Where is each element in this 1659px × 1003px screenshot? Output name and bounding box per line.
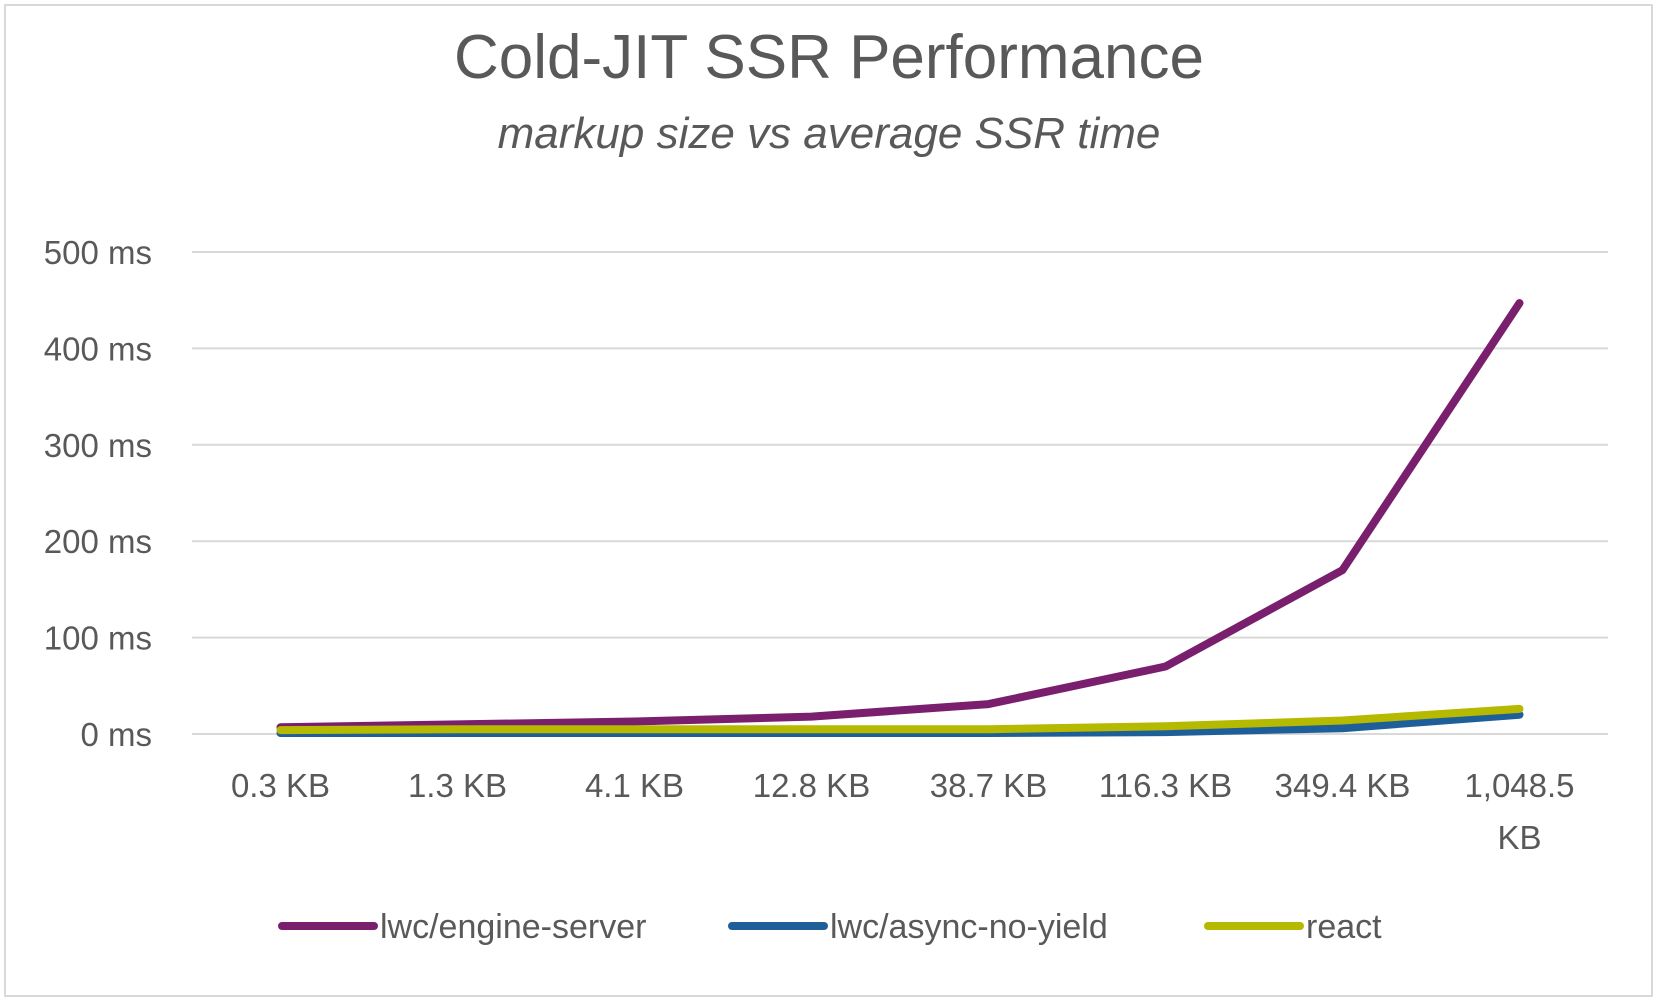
y-tick-label: 500 ms <box>44 234 152 271</box>
x-tick-label: 12.8 KB <box>753 767 870 804</box>
x-tick-label: 0.3 KB <box>231 767 330 804</box>
y-tick-label: 300 ms <box>44 427 152 464</box>
y-axis-ticks: 0 ms 100 ms 200 ms 300 ms 400 ms 500 ms <box>44 234 152 753</box>
x-tick-label: 4.1 KB <box>585 767 684 804</box>
legend-label: react <box>1306 908 1382 946</box>
x-tick-label: 38.7 KB <box>930 767 1047 804</box>
series-line-lwc-engine-server <box>276 299 1524 732</box>
series-line-react <box>276 704 1524 735</box>
legend: lwc/engine-server lwc/async-no-yield react <box>278 908 1382 946</box>
x-tick-label: 116.3 KB <box>1099 767 1232 804</box>
x-tick-label: 1,048.5 KB <box>1464 767 1574 856</box>
y-tick-label: 200 ms <box>44 523 152 560</box>
y-tick-label: 0 ms <box>80 716 152 753</box>
y-tick-label: 100 ms <box>44 620 152 657</box>
x-axis-ticks: 0.3 KB 1.3 KB 4.1 KB 12.8 KB 38.7 KB 116.3 KB… <box>231 767 1575 856</box>
chart-subtitle: markup size vs average SSR time <box>498 109 1161 158</box>
chart-title: Cold-JIT SSR Performance <box>454 23 1204 92</box>
series-lines <box>276 299 1524 737</box>
x-tick-label: 349.4 KB <box>1275 767 1411 804</box>
legend-label: lwc/async-no-yield <box>830 908 1108 946</box>
chart-frame <box>4 4 1653 997</box>
legend-label: lwc/engine-server <box>380 908 646 946</box>
x-tick-label: 1.3 KB <box>408 767 507 804</box>
y-tick-label: 400 ms <box>44 330 152 367</box>
